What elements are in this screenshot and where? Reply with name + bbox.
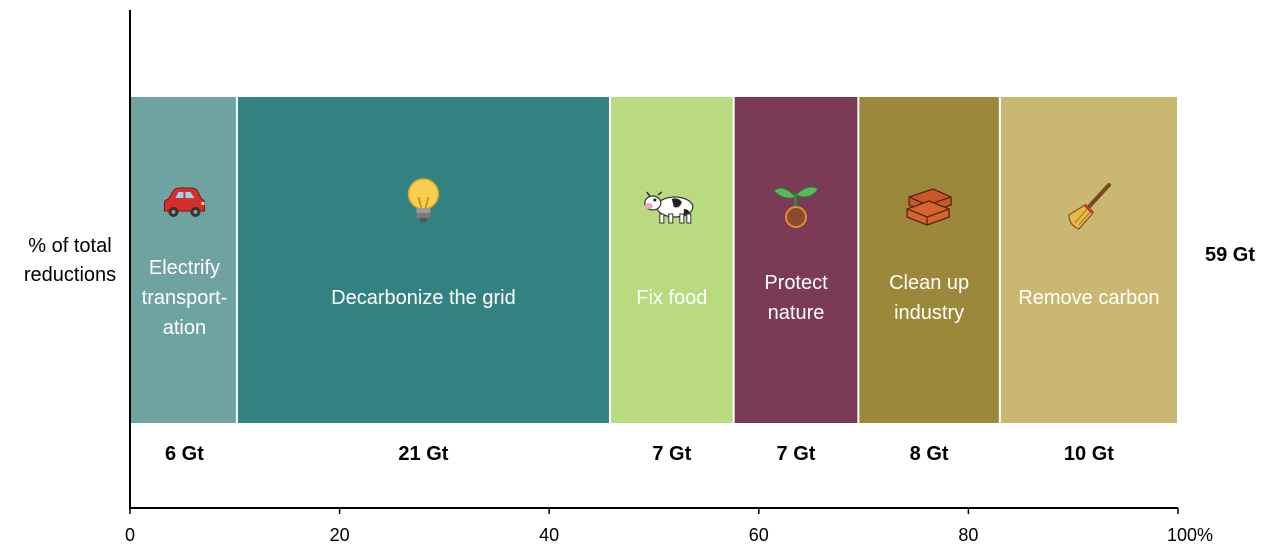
x-tick-label: 100% [1167, 525, 1213, 545]
x-tick-label: 20 [330, 525, 350, 545]
value-label: 8 Gt [910, 443, 949, 465]
lightbulb-icon [407, 178, 440, 222]
bar-segment [610, 97, 733, 423]
broom-icon [1068, 183, 1111, 230]
value-label: 7 Gt [652, 443, 691, 465]
segment-label: nature [768, 302, 825, 324]
segment-label: Remove carbon [1018, 287, 1159, 309]
value-label: 7 Gt [777, 443, 816, 465]
y-axis-label: % of total reductions [23, 235, 117, 286]
bar-segment [734, 97, 858, 423]
bar-segment [130, 97, 236, 423]
segment-label: Protect [764, 272, 828, 294]
value-label: 21 Gt [398, 443, 448, 465]
bricks-icon [906, 188, 952, 226]
segment-label: Electrify [149, 257, 220, 279]
segment-label: Clean up [889, 272, 969, 294]
segment-labels: Electrify transport-ation Decarbonize the … [142, 257, 1160, 339]
value-label: 10 Gt [1064, 443, 1114, 465]
segment-label: industry [894, 302, 964, 324]
x-tick-label: 0 [125, 525, 135, 545]
x-tick-label: 60 [749, 525, 769, 545]
value-labels: 6 Gt 21 Gt 7 Gt 7 Gt 8 Gt 10 Gt [165, 443, 1114, 465]
bar-segment [859, 97, 999, 423]
value-label: 6 Gt [165, 443, 204, 465]
bar-segment [237, 97, 609, 423]
bar-segments [130, 97, 1177, 423]
x-tick-label: 80 [958, 525, 978, 545]
x-axis-ticks: 0 20 40 60 80 100% [125, 508, 1213, 545]
segment-label: Fix food [636, 287, 707, 309]
segment-label: Decarbonize the grid [331, 287, 516, 309]
cow-icon [644, 191, 694, 224]
segment-label: transport- [142, 287, 228, 309]
seedling-icon [773, 186, 819, 228]
total-label: 59 Gt [1204, 244, 1256, 266]
segment-icons [163, 178, 1111, 230]
segment-label: ation [163, 317, 206, 339]
x-tick-label: 40 [539, 525, 559, 545]
car-icon [163, 187, 205, 217]
bar-segment [1000, 97, 1177, 423]
